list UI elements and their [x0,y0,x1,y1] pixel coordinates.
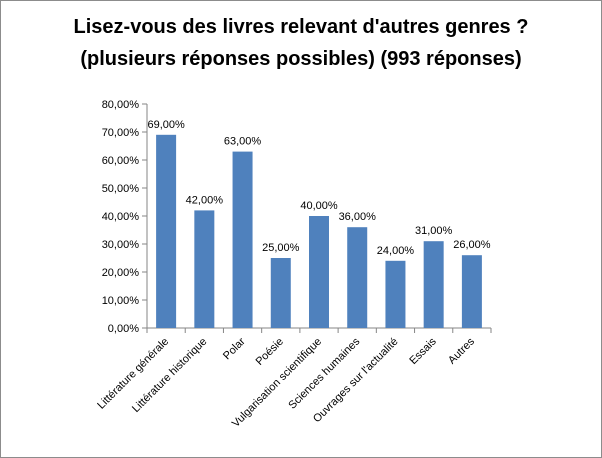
data-label: 31,00% [415,225,453,237]
y-tick-label: 20,00% [102,267,140,279]
chart-title-line-1: Lisez-vous des livres relevant d'autres … [74,16,529,38]
category-label: Essais [407,335,439,367]
data-label: 69,00% [147,119,185,131]
data-label: 40,00% [300,200,338,212]
y-tick-label: 60,00% [102,155,140,167]
data-label: 25,00% [262,242,300,254]
data-label: 63,00% [224,136,262,148]
y-tick-label: 70,00% [102,127,140,139]
bar [309,216,329,328]
bar [461,255,482,328]
chart-title-line-2: (plusieurs réponses possibles) (993 répo… [80,48,521,70]
data-label: 36,00% [339,211,377,223]
data-label: 24,00% [377,245,415,257]
bar [194,210,215,328]
data-label: 42,00% [186,194,224,206]
y-tick-label: 0,00% [108,323,139,335]
bar [232,151,253,328]
y-tick-label: 40,00% [102,211,140,223]
bar [423,241,444,328]
data-label: 26,00% [453,239,491,251]
category-label: Poésie [254,336,286,368]
category-label: Littérature générale [95,336,171,412]
category-label: Polar [221,335,248,362]
bar [156,134,177,328]
bar [270,258,291,328]
category-label: Littérature historique [130,336,209,415]
bar [385,260,406,328]
y-tick-label: 30,00% [102,239,140,251]
category-label: Autres [446,335,477,366]
y-tick-label: 50,00% [102,183,140,195]
category-label: Sciences humaines [286,335,362,411]
y-tick-label: 10,00% [102,295,140,307]
y-tick-label: 80,00% [102,99,140,111]
bar [347,227,368,328]
